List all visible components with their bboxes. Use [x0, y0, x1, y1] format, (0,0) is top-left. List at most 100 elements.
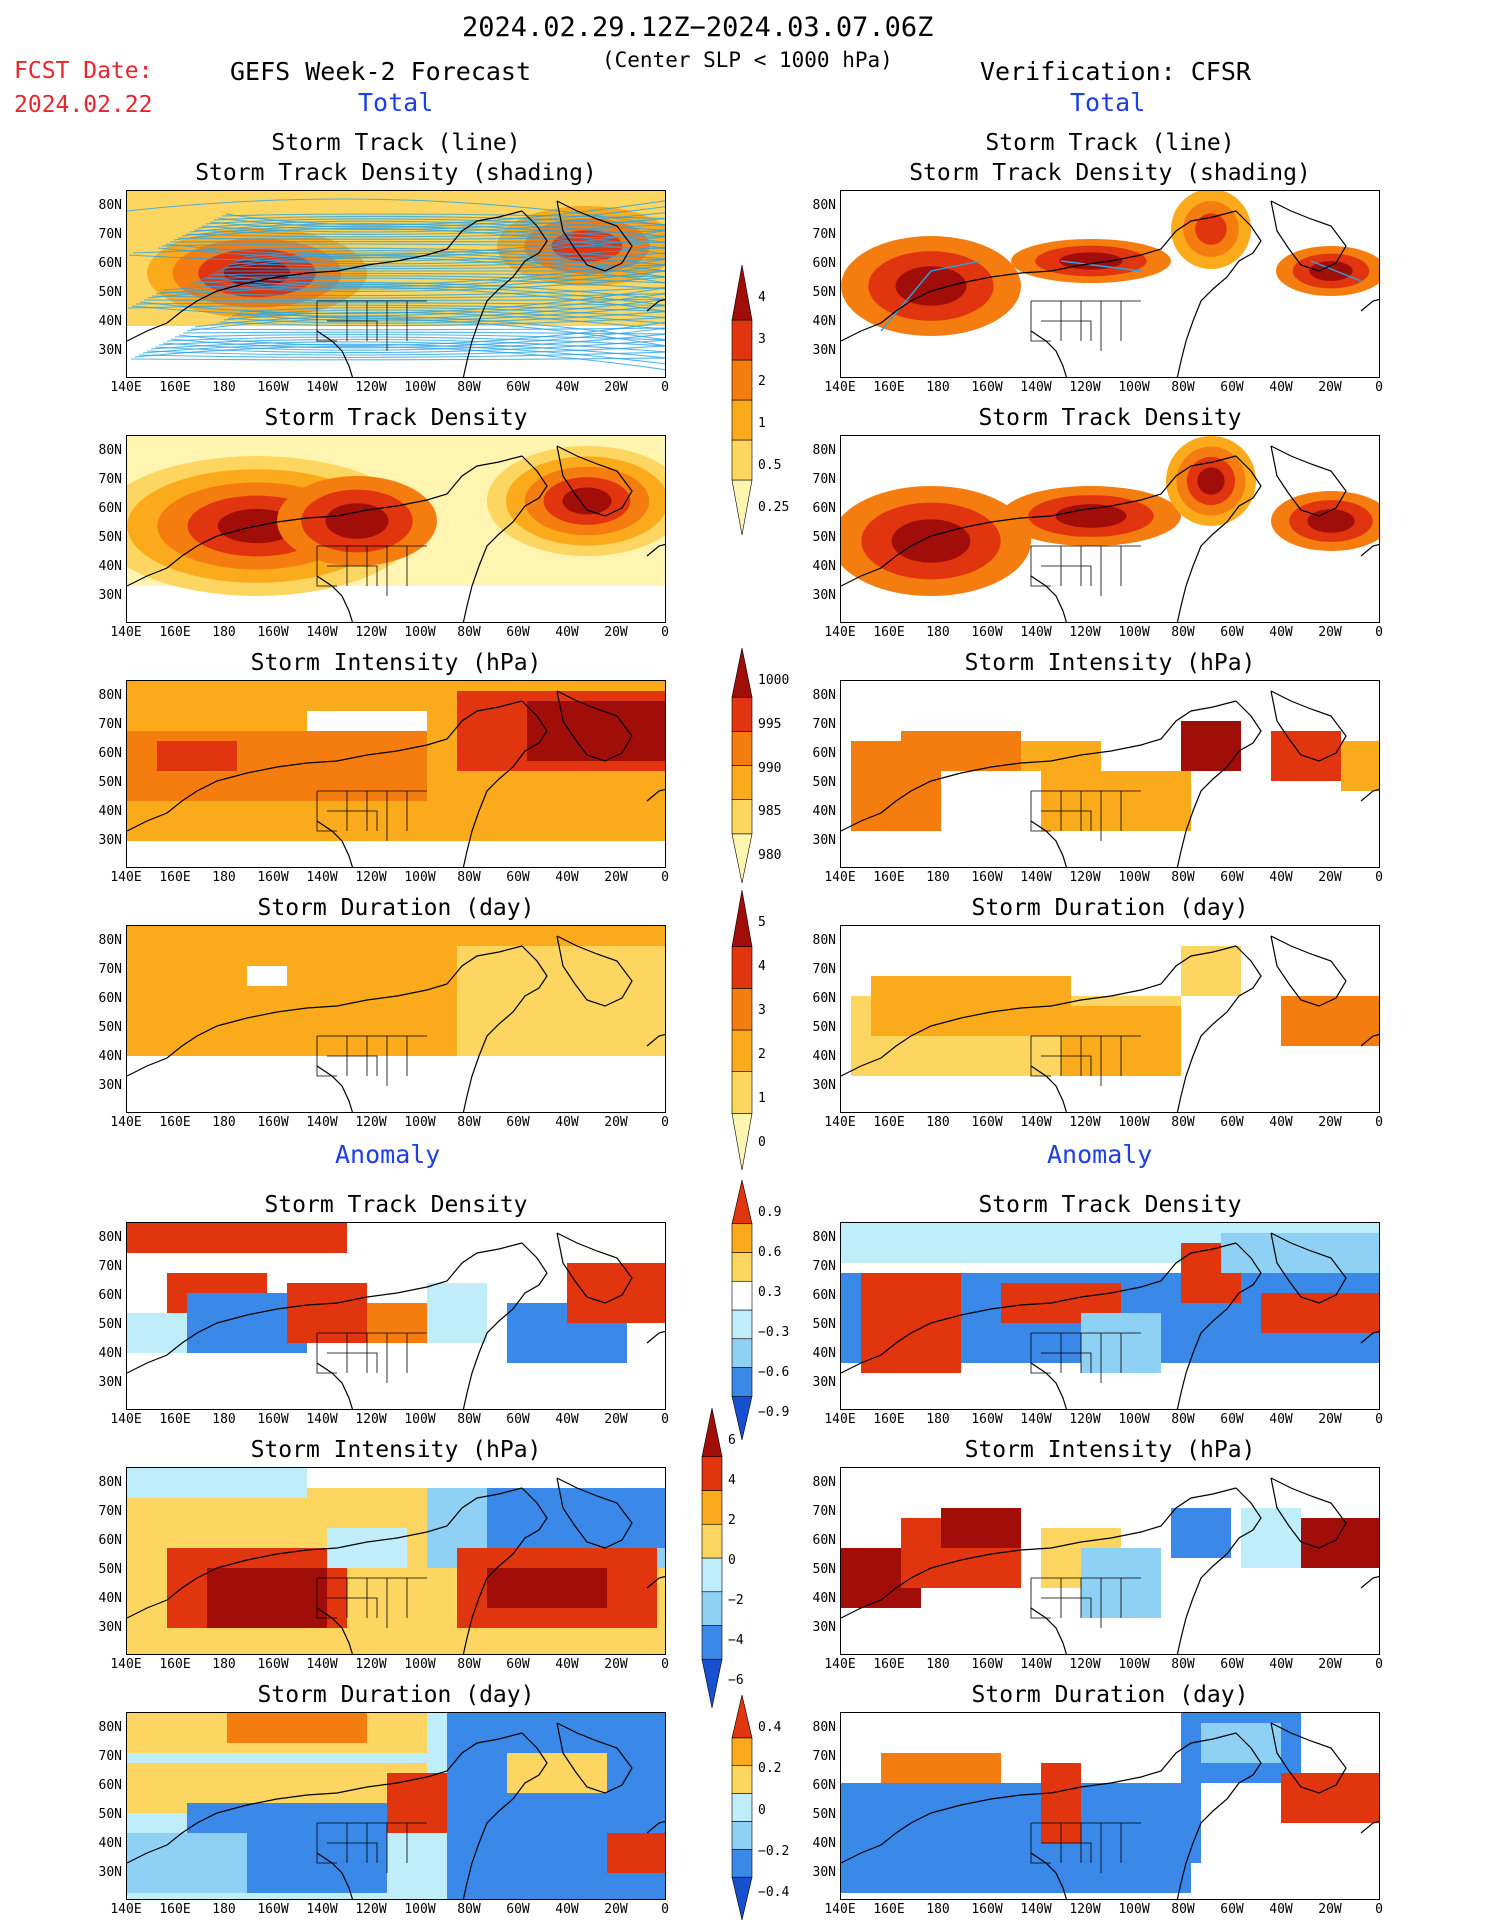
lat-tick-label: 40N — [812, 559, 836, 574]
lon-tick-label: 120W — [355, 1412, 387, 1427]
lat-tick-label: 40N — [98, 804, 122, 819]
lon-tick-label: 160E — [873, 625, 905, 640]
lat-tick-label: 70N — [98, 962, 122, 977]
lat-tick-label: 80N — [812, 1475, 836, 1490]
colorbar-label: 1 — [758, 416, 766, 431]
lon-tick-label: 20W — [604, 1412, 628, 1427]
density-anomaly-verification-map — [840, 1222, 1380, 1410]
lon-tick-label: 120W — [355, 625, 387, 640]
storm-track-verification-map — [840, 190, 1380, 378]
lon-tick-label: 40W — [1269, 1657, 1293, 1672]
lon-tick-label: 60W — [506, 870, 530, 885]
lat-tick-label: 40N — [812, 1049, 836, 1064]
lon-tick-label: 180 — [212, 1657, 236, 1672]
lon-tick-label: 80W — [1171, 1902, 1195, 1917]
colorbar-label: 0.3 — [758, 1285, 782, 1300]
lon-tick-label: 20W — [1318, 870, 1342, 885]
lon-tick-label: 160W — [971, 1657, 1003, 1672]
lon-tick-label: 140E — [824, 1115, 856, 1130]
intensity-anomaly-verification-title: Storm Intensity (hPa) — [964, 1437, 1256, 1463]
lat-tick-label: 70N — [812, 1749, 836, 1764]
lon-tick-label: 160E — [159, 1657, 191, 1672]
lat-tick-label: 60N — [812, 991, 836, 1006]
lat-tick-label: 40N — [98, 1836, 122, 1851]
colorbar-label: −0.2 — [758, 1843, 790, 1859]
lat-tick-label: 60N — [812, 256, 836, 271]
lat-tick-label: 60N — [98, 1778, 122, 1793]
lon-tick-label: 20W — [604, 1115, 628, 1130]
lat-tick-label: 40N — [98, 559, 122, 574]
colorbar-label: 0.6 — [758, 1245, 782, 1260]
colorbar-label: −4 — [728, 1633, 744, 1648]
lon-tick-label: 60W — [506, 625, 530, 640]
lat-tick-label: 30N — [98, 1375, 122, 1390]
lon-tick-label: 80W — [457, 1115, 481, 1130]
lon-tick-label: 160E — [873, 1115, 905, 1130]
lat-tick-label: 50N — [812, 775, 836, 790]
lon-tick-label: 0 — [661, 1657, 669, 1672]
lat-tick-label: 50N — [98, 1317, 122, 1332]
lon-tick-label: 20W — [604, 1657, 628, 1672]
lon-tick-label: 100W — [1118, 870, 1150, 885]
lon-tick-label: 140E — [110, 625, 142, 640]
lon-tick-label: 80W — [457, 625, 481, 640]
lon-tick-label: 60W — [506, 1657, 530, 1672]
lat-tick-label: 60N — [98, 991, 122, 1006]
lon-tick-label: 120W — [355, 870, 387, 885]
lon-tick-label: 140E — [110, 1902, 142, 1917]
lon-tick-label: 80W — [1171, 1115, 1195, 1130]
period-title: 2024.02.29.12Z−2024.03.07.06Z — [462, 12, 934, 43]
colorbar-label: 5 — [758, 915, 766, 930]
lat-tick-label: 80N — [98, 1720, 122, 1735]
lon-tick-label: 80W — [1171, 1412, 1195, 1427]
lon-tick-label: 160W — [971, 380, 1003, 395]
lat-tick-label: 70N — [98, 472, 122, 487]
lon-tick-label: 100W — [404, 1902, 436, 1917]
colorbar-label: 2 — [758, 1047, 766, 1062]
lon-tick-label: 180 — [212, 1902, 236, 1917]
lat-tick-label: 70N — [812, 227, 836, 242]
colorbar-label: −0.6 — [758, 1365, 790, 1380]
lon-tick-label: 100W — [1118, 1657, 1150, 1672]
lon-tick-label: 140E — [824, 1657, 856, 1672]
lon-tick-label: 20W — [1318, 380, 1342, 395]
lon-tick-label: 180 — [926, 380, 950, 395]
lon-tick-label: 0 — [661, 870, 669, 885]
density-anomaly-verification-title: Storm Track Density — [978, 1192, 1242, 1218]
lon-tick-label: 180 — [926, 1412, 950, 1427]
lon-tick-label: 140W — [1020, 625, 1052, 640]
lon-tick-label: 20W — [1318, 1902, 1342, 1917]
lat-tick-label: 50N — [812, 1020, 836, 1035]
density-anomaly-forecast-map — [126, 1222, 666, 1410]
colorbar-label: 0 — [728, 1553, 736, 1568]
lon-tick-label: 160E — [873, 1657, 905, 1672]
lat-tick-label: 40N — [98, 314, 122, 329]
colorbar-label: −0.9 — [758, 1405, 790, 1420]
lon-tick-label: 160W — [257, 870, 289, 885]
lon-tick-label: 140W — [1020, 1657, 1052, 1672]
lon-tick-label: 80W — [457, 1902, 481, 1917]
lon-tick-label: 80W — [457, 870, 481, 885]
lon-tick-label: 160E — [159, 1115, 191, 1130]
fcst-date-value: 2024.02.22 — [14, 92, 153, 118]
left-total-label: Total — [358, 88, 434, 117]
lon-tick-label: 60W — [1220, 1115, 1244, 1130]
lon-tick-label: 140E — [110, 870, 142, 885]
lon-tick-label: 0 — [661, 1902, 669, 1917]
lon-tick-label: 140W — [306, 1902, 338, 1917]
lon-tick-label: 180 — [926, 1657, 950, 1672]
lon-tick-label: 140E — [110, 1115, 142, 1130]
lon-tick-label: 0 — [1375, 380, 1383, 395]
lon-tick-label: 160E — [159, 625, 191, 640]
duration-forecast-title: Storm Duration (day) — [257, 895, 535, 921]
lon-tick-label: 100W — [1118, 1115, 1150, 1130]
lon-tick-label: 40W — [555, 1115, 579, 1130]
lon-tick-label: 140W — [306, 625, 338, 640]
lon-tick-label: 20W — [604, 1902, 628, 1917]
lon-tick-label: 140W — [1020, 1902, 1052, 1917]
lon-tick-label: 160W — [971, 625, 1003, 640]
lon-tick-label: 180 — [926, 625, 950, 640]
lon-tick-label: 40W — [1269, 1115, 1293, 1130]
lon-tick-label: 80W — [457, 1657, 481, 1672]
lon-tick-label: 120W — [1069, 380, 1101, 395]
